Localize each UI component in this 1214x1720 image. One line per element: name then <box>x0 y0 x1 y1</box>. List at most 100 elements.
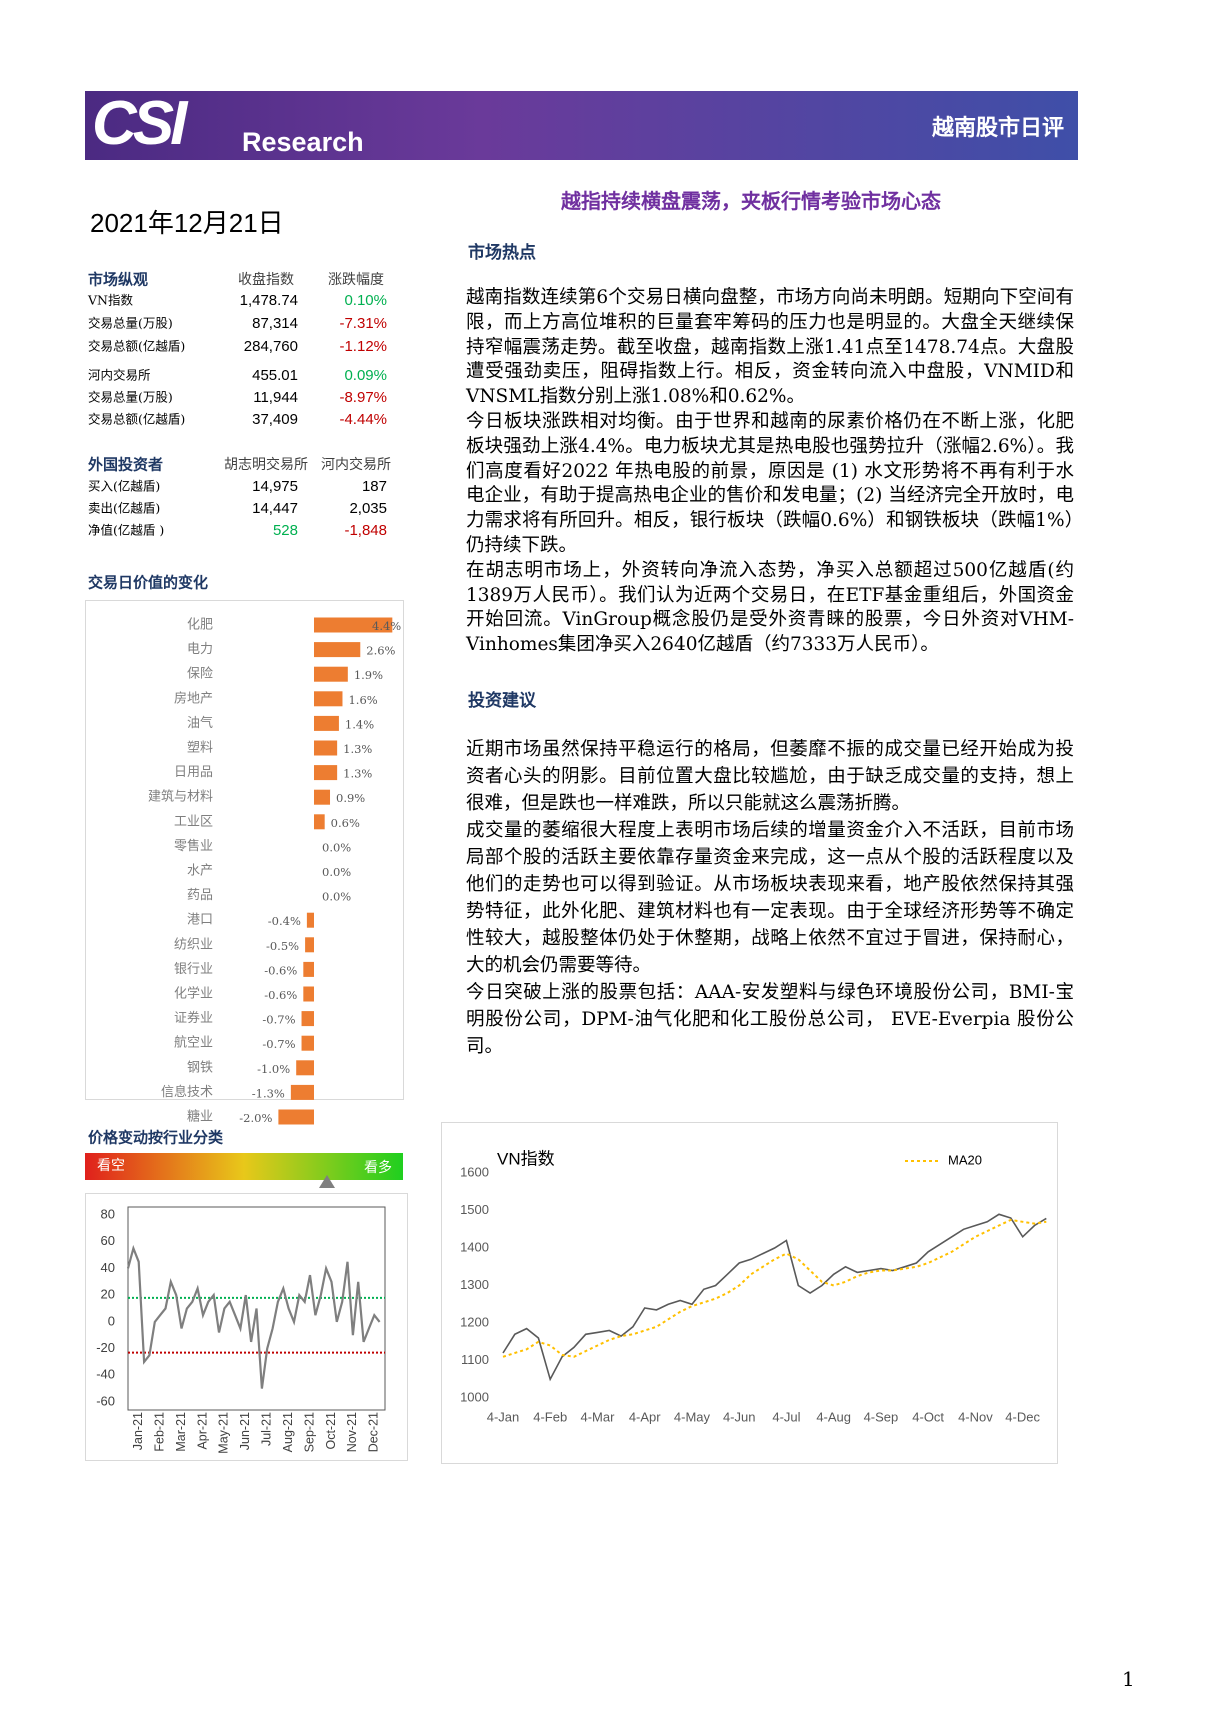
value-label: -0.4% <box>268 914 301 928</box>
category-label: 电力 <box>187 642 213 657</box>
column-header: 胡志明交易所 <box>224 456 308 473</box>
y-tick-label: 20 <box>101 1287 115 1302</box>
cell-value: -7.31% <box>339 315 387 332</box>
bar <box>314 617 393 633</box>
section-heading: 投资建议 <box>468 691 536 710</box>
category-label: 银行业 <box>174 962 213 977</box>
bar <box>314 765 338 781</box>
cell-value: 284,760 <box>244 338 298 355</box>
section-body: 越南指数连续第6个交易日横向盘整，市场方向尚未明朗。短期向下空间有限，而上方高位… <box>0 286 1074 658</box>
value-label: 1.6% <box>348 693 377 707</box>
value-label: -2.0% <box>239 1111 272 1125</box>
category-label: 糖业 <box>187 1109 213 1125</box>
bar <box>290 1084 314 1100</box>
x-tick-label: 4-Aug <box>816 1409 851 1424</box>
cell-value: 187 <box>362 478 387 495</box>
category-label: 保险 <box>187 667 213 682</box>
plot-area <box>127 1206 386 1411</box>
bar <box>314 666 348 682</box>
x-tick-label: May-21 <box>217 1412 231 1454</box>
column-header: 河内交易所 <box>321 456 391 473</box>
value-label: 0.0% <box>322 840 351 854</box>
y-tick-label: 40 <box>101 1260 115 1275</box>
line <box>126 1244 381 1389</box>
x-tick-label: 4-Mar <box>581 1409 616 1424</box>
value-label: 1.3% <box>343 767 372 781</box>
x-tick-label: Jul-21 <box>260 1412 274 1446</box>
value-label: -0.6% <box>264 988 297 1002</box>
y-tick-label: 1600 <box>460 1164 489 1179</box>
cell-value: 0.10% <box>344 292 387 309</box>
y-tick-label: 0 <box>108 1313 115 1328</box>
category-label: 钢铁 <box>187 1060 213 1075</box>
y-tick-label: -40 <box>96 1367 115 1382</box>
x-tick-label: Apr-21 <box>195 1412 209 1450</box>
cell-value: 455.01 <box>252 367 298 384</box>
cell-value: 14,447 <box>252 500 298 517</box>
paragraph: 成交量的萎缩很大程度上表明市场后续的增量资金介入不活跃，目前市场局部个股的活跃主… <box>466 820 1074 976</box>
x-tick-label: 4-Jan <box>487 1409 520 1424</box>
cell-value: 0.09% <box>344 367 387 384</box>
x-tick-label: Aug-21 <box>281 1412 295 1452</box>
paragraph: 今日突破上涨的股票包括：AAA-安发塑料与绿色环境股份公司，BMI-宝明股份公司… <box>466 982 1074 1057</box>
sentiment-scale <box>85 1153 403 1180</box>
category-label: 塑料 <box>187 741 213 756</box>
cell-value: 14,975 <box>252 478 298 495</box>
category-label: 证券业 <box>174 1010 213 1026</box>
value-label: -0.7% <box>262 1013 295 1027</box>
value-label: 4.4% <box>372 619 401 633</box>
y-tick-label: 80 <box>101 1206 115 1221</box>
scale-label: 看空 <box>97 1158 125 1174</box>
y-tick-label: 60 <box>101 1233 115 1248</box>
x-tick-label: Jun-21 <box>238 1412 252 1450</box>
x-tick-label: Oct-21 <box>324 1412 338 1450</box>
category-label: 房地产 <box>174 690 213 706</box>
sentiment-pointer <box>319 1175 335 1188</box>
cell-value: 37,409 <box>252 411 298 428</box>
y-tick-label: -20 <box>96 1340 115 1355</box>
report-date: 2021年12月21日 <box>90 208 284 238</box>
paragraph: 今日板块涨跌相对均衡。由于世界和越南的尿素价格仍在不断上涨，化肥板块强劲上涨4.… <box>466 410 1074 556</box>
row-label: 买入(亿越盾) <box>88 479 160 494</box>
row-label: 净值(亿越盾 ) <box>88 523 164 538</box>
cell-value: -4.44% <box>339 411 387 428</box>
chart-frame <box>85 1193 408 1461</box>
row-label: 交易总额(亿越盾) <box>88 412 185 427</box>
page-number: 1 <box>1122 1667 1135 1691</box>
chart-frame <box>441 1122 1058 1464</box>
x-tick-label: 4-Jul <box>772 1409 800 1424</box>
cell-value: -8.97% <box>339 389 387 406</box>
x-tick-label: Jan-21 <box>131 1412 145 1450</box>
cell-value: 11,944 <box>253 389 298 406</box>
scale-label: 看多 <box>364 1159 392 1176</box>
chart-frame <box>85 600 404 1100</box>
bar <box>314 715 339 731</box>
line <box>502 1213 1047 1382</box>
value-label: -1.0% <box>257 1062 290 1076</box>
value-label: 0.6% <box>331 816 360 830</box>
value-label: 0.0% <box>322 890 351 904</box>
category-label: 化肥 <box>187 618 213 633</box>
cell-value: 1,478.74 <box>240 292 298 309</box>
paragraph: 近期市场虽然保持平稳运行的格局，但萎靡不振的成交量已经开始成为投资者心头的阴影。… <box>466 739 1074 814</box>
x-tick-label: 4-Dec <box>1005 1409 1040 1424</box>
row-label: 河内交易所 <box>88 368 151 383</box>
x-tick-label: 4-May <box>674 1409 711 1424</box>
x-tick-label: 4-Oct <box>912 1409 944 1424</box>
table-heading: 市场纵观 <box>88 271 148 289</box>
x-tick-label: 4-Sep <box>864 1409 899 1424</box>
x-tick-label: 4-Nov <box>958 1409 993 1424</box>
value-label: 1.4% <box>345 717 374 731</box>
y-tick-label: 1400 <box>460 1239 489 1254</box>
category-label: 零售业 <box>174 838 213 854</box>
value-label: 0.9% <box>336 791 365 805</box>
category-label: 水产 <box>187 864 213 879</box>
category-label: 建筑与材料 <box>148 789 213 805</box>
y-tick-label: -60 <box>96 1393 115 1408</box>
section-body: 近期市场虽然保持平稳运行的格局，但萎靡不振的成交量已经开始成为投资者心头的阴影。… <box>0 736 1074 1060</box>
bar <box>314 789 331 805</box>
y-tick-label: 1100 <box>461 1352 489 1367</box>
row-label: 交易总额(亿越盾) <box>88 339 185 354</box>
row-label: 卖出(亿越盾) <box>88 501 160 516</box>
value-label: -0.6% <box>264 963 297 977</box>
